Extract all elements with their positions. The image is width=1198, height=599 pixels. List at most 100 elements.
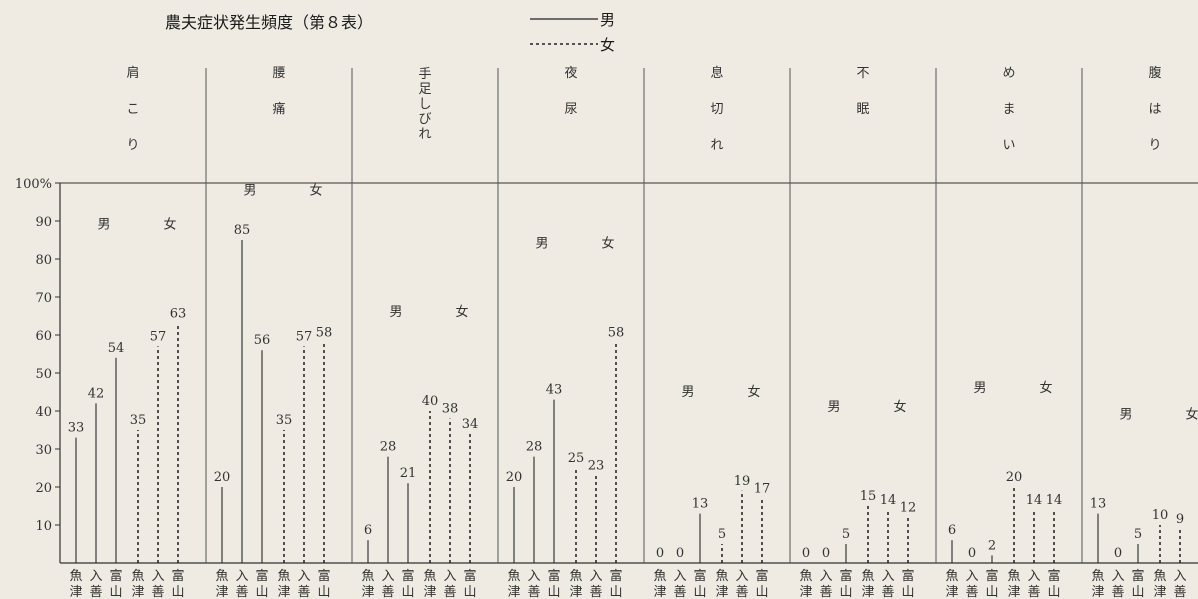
site-label: 善 [527, 584, 540, 599]
site-label: 津 [799, 585, 812, 599]
bar-value-label: 28 [380, 440, 397, 455]
site-label: 善 [89, 584, 102, 599]
bar-value-label: 56 [254, 333, 271, 348]
category-label-char: れ [710, 138, 723, 153]
site-label: 山 [401, 585, 414, 599]
site-label: 山 [171, 585, 184, 599]
site-label: 山 [901, 585, 914, 599]
category-label-char: 肩 [126, 65, 139, 81]
bar-value-label: 42 [88, 386, 105, 401]
bar-value-label: 40 [422, 394, 439, 409]
site-label: 津 [361, 585, 374, 599]
site-label: 山 [109, 585, 122, 599]
bar-value-label: 34 [462, 417, 479, 432]
site-label: 山 [609, 585, 622, 599]
site-label: 山 [693, 585, 706, 599]
bar-value-label: 43 [546, 383, 563, 398]
category-label-char: ま [1002, 102, 1015, 117]
site-label: 入 [235, 569, 248, 584]
site-label: 魚 [507, 569, 520, 584]
site-label: 善 [589, 584, 602, 599]
site-label: 山 [547, 585, 560, 599]
site-label: 入 [1173, 569, 1186, 584]
site-label: 山 [317, 585, 330, 599]
category-label-char: び [418, 112, 431, 127]
bar-value-label: 63 [170, 307, 187, 322]
site-label: 入 [1027, 569, 1040, 584]
site-label: 魚 [945, 569, 958, 584]
gender-label-male: 男 [535, 237, 548, 252]
site-label: 魚 [69, 569, 82, 584]
gender-label-female: 女 [309, 182, 322, 198]
site-label: 善 [965, 584, 978, 599]
bar-value-label: 17 [754, 481, 771, 496]
gender-label-female: 女 [601, 236, 614, 252]
site-label: 富 [901, 568, 914, 584]
bar-value-label: 57 [296, 329, 313, 344]
bar-value-label: 0 [968, 546, 976, 561]
legend-female-label: 女 [600, 36, 615, 54]
category-label-char: 腹 [1148, 65, 1161, 81]
bar-value-label: 21 [400, 466, 417, 481]
y-tick-label: 70 [35, 291, 52, 306]
site-label: 津 [1007, 585, 1020, 599]
bar-value-label: 19 [734, 474, 751, 489]
bar-value-label: 0 [656, 546, 664, 561]
site-label: 入 [589, 569, 602, 584]
gender-label-female: 女 [163, 217, 176, 233]
site-label: 魚 [1153, 569, 1166, 584]
site-label: 魚 [131, 569, 144, 584]
site-label: 魚 [715, 569, 728, 584]
bar-value-label: 12 [900, 500, 917, 515]
chart-title: 農夫症状発生頻度（第８表） [165, 13, 373, 32]
site-label: 富 [985, 568, 998, 584]
site-label: 魚 [215, 569, 228, 584]
gender-label-male: 男 [97, 218, 110, 233]
site-label: 善 [881, 584, 894, 599]
site-label: 富 [755, 568, 768, 584]
y-tick-label: 50 [35, 367, 52, 382]
bar-value-label: 10 [1152, 508, 1169, 523]
site-label: 善 [673, 584, 686, 599]
site-label: 魚 [1091, 569, 1104, 584]
bar-value-label: 58 [316, 326, 333, 341]
site-label: 山 [839, 585, 852, 599]
site-label: 津 [1091, 585, 1104, 599]
category-label-char: は [1148, 102, 1161, 117]
category-label-char: い [1002, 138, 1015, 153]
bar-value-label: 13 [1090, 497, 1107, 512]
category-label-char: し [418, 97, 431, 112]
site-label: 入 [965, 569, 978, 584]
site-label: 富 [255, 568, 268, 584]
gender-label-female: 女 [1185, 407, 1198, 423]
site-label: 富 [463, 568, 476, 584]
bar-value-label: 33 [68, 421, 85, 436]
site-label: 山 [255, 585, 268, 599]
bar-value-label: 35 [130, 413, 147, 428]
category-label-char: 息 [710, 65, 723, 81]
site-label: 津 [423, 585, 436, 599]
site-label: 魚 [277, 569, 290, 584]
bar-value-label: 0 [822, 546, 830, 561]
y-tick-label: 60 [35, 329, 52, 344]
site-label: 魚 [861, 569, 874, 584]
bar-value-label: 5 [718, 527, 726, 542]
site-label: 富 [609, 568, 622, 584]
site-label: 山 [463, 585, 476, 599]
site-label: 入 [381, 569, 394, 584]
site-label: 魚 [361, 569, 374, 584]
bar-value-label: 9 [1176, 512, 1184, 527]
site-label: 富 [317, 568, 330, 584]
bar-value-label: 14 [1046, 493, 1063, 508]
site-label: 津 [1153, 585, 1166, 599]
category-label-char: り [1148, 138, 1161, 153]
site-label: 魚 [569, 569, 582, 584]
site-label: 山 [755, 585, 768, 599]
bar-value-label: 0 [1114, 546, 1122, 561]
site-label: 入 [673, 569, 686, 584]
category-label-char: 手 [418, 67, 431, 82]
bar-value-label: 25 [568, 451, 585, 466]
y-tick-label: 20 [35, 481, 52, 496]
